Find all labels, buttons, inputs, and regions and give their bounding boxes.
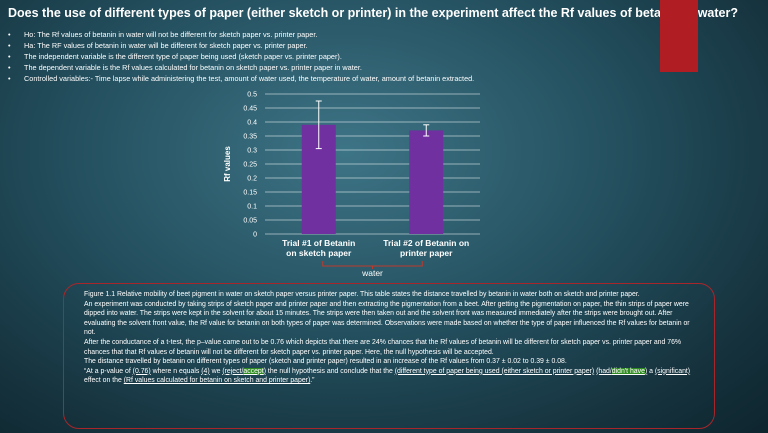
y-tick-label: 0.25 (243, 162, 257, 169)
y-tick-label: 0.4 (247, 120, 257, 127)
category-label: Trial #1 of Betanin (282, 238, 355, 248)
bar (409, 130, 444, 234)
y-tick-label: 0.5 (247, 92, 257, 99)
conclusion-statement: “At a p-value of (0.76) where n equals (… (84, 367, 691, 385)
caption-line: An experiment was conducted by taking st… (84, 300, 690, 337)
bullet-dot-icon: • (8, 30, 11, 39)
y-tick-label: 0.35 (243, 134, 257, 141)
caption-line: Figure 1.1 Relative mobility of beet pig… (84, 291, 640, 298)
y-tick-label: 0.15 (243, 190, 257, 197)
y-tick-label: 0 (253, 232, 257, 239)
bullet-item: • The independent variable is the differe… (8, 52, 342, 61)
bullet-item: • The dependent variable is the Rf values… (8, 63, 362, 72)
category-label: Trial #2 of Betanin on (383, 238, 469, 248)
category-label: printer paper (400, 248, 453, 258)
y-tick-label: 0.05 (243, 218, 257, 225)
bullet-dot-icon: • (8, 74, 11, 83)
caption-line: After the conductance of a t-test, the p… (84, 338, 682, 356)
y-tick-label: 0.3 (247, 148, 257, 155)
bullet-item: • Controlled variables:- Time lapse while… (8, 74, 475, 83)
bullet-item: • Ho: The Rf values of betanin in water w… (8, 30, 318, 39)
y-axis-title: Rf values (223, 146, 232, 182)
rf-values-bar-chart: 0 0.05 0.1 0.15 0.2 0.25 0.3 0.35 0.4 0.45 0.5 Tri… (223, 92, 480, 278)
category-brace (322, 261, 423, 269)
y-tick-label: 0.1 (247, 204, 257, 211)
red-accent-tab (660, 0, 698, 72)
figure-caption-box: Figure 1.1 Relative mobility of beet pig… (63, 283, 715, 429)
caption-line: The distance travelled by betanin on dif… (84, 358, 567, 366)
category-label: on sketch paper (286, 248, 352, 258)
bullet-dot-icon: • (8, 52, 11, 61)
y-tick-label: 0.45 (243, 106, 257, 113)
x-axis-title: water (361, 268, 383, 278)
bullet-item: • Ha: The RF values of betanin in water w… (8, 41, 308, 50)
bullet-dot-icon: • (8, 41, 11, 50)
y-tick-label: 0.2 (247, 176, 257, 183)
highlighted-accept: accept (243, 367, 264, 375)
bullet-dot-icon: • (8, 63, 11, 72)
hypothesis-list: • Ho: The Rf values of betanin in water w… (8, 29, 708, 84)
highlighted-didnt-have: didn't have (611, 367, 645, 375)
slide-title: Does the use of different types of paper… (8, 6, 738, 20)
